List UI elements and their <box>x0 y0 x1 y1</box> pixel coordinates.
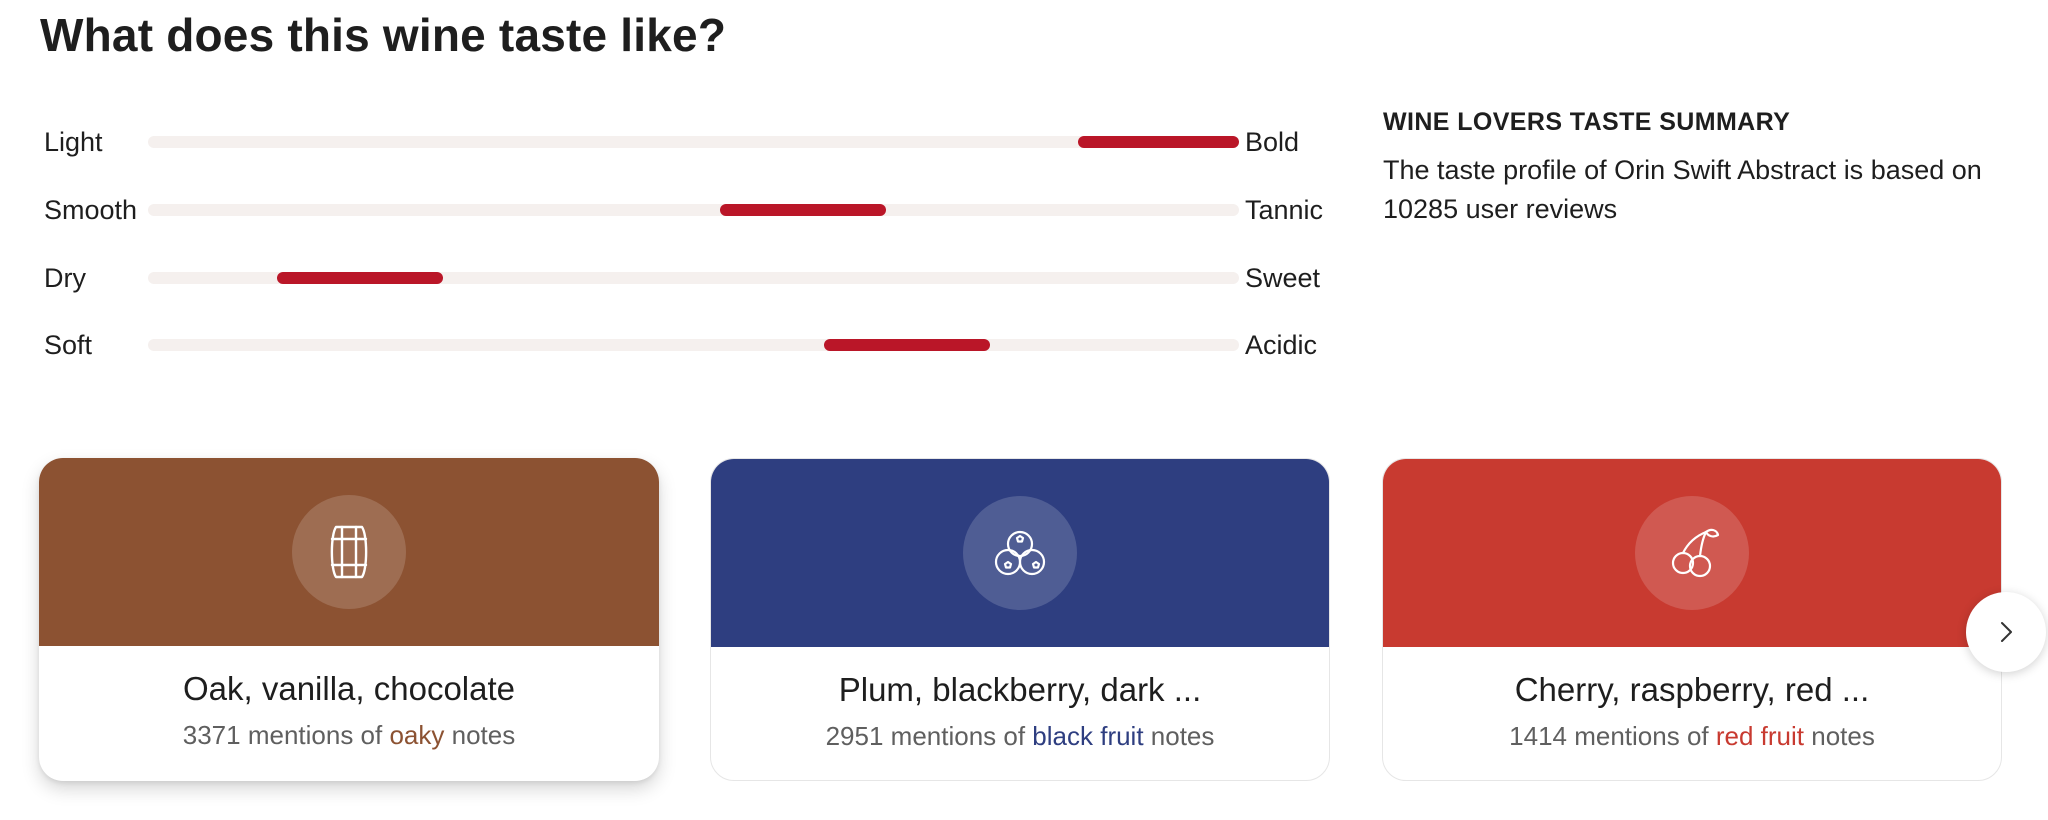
cherry-icon <box>1671 528 1720 578</box>
scale-row-dry-sweet: Dry Sweet <box>0 258 1340 298</box>
mention-count: 1414 <box>1509 721 1567 751</box>
card-banner <box>1383 459 2001 647</box>
card-mentions: 1414 mentions of red fruit notes <box>1383 721 2001 752</box>
scale-label-soft: Soft <box>44 330 93 360</box>
berries-icon <box>994 530 1046 576</box>
summary-text: The taste profile of Orin Swift Abstract… <box>1383 155 1982 224</box>
scale-track <box>148 136 1239 148</box>
scale-row-soft-acidic: Soft Acidic <box>0 325 1340 365</box>
mention-text: mentions of <box>883 721 1033 751</box>
summary-heading: WINE LOVERS TASTE SUMMARY <box>1383 108 1791 136</box>
scale-row-light-bold: Light Bold <box>0 122 1340 162</box>
scale-track <box>148 339 1239 351</box>
scale-label-bold: Bold <box>1245 127 1300 157</box>
scale-track <box>148 272 1239 284</box>
card-banner <box>39 458 659 646</box>
barrel-icon <box>330 525 368 579</box>
carousel-next-button[interactable] <box>1966 592 2046 672</box>
scale-label-sweet: Sweet <box>1245 263 1321 293</box>
scale-label-light: Light <box>44 127 103 157</box>
mention-text: mentions of <box>240 720 390 750</box>
mention-count: 2951 <box>825 721 884 751</box>
taste-scales: Light Bold Smooth Tannic Dry Sweet Soft … <box>0 0 1340 400</box>
mention-suffix: notes <box>1804 721 1875 751</box>
scale-label-smooth: Smooth <box>44 195 138 225</box>
card-title: Cherry, raspberry, red ... <box>1514 671 1870 708</box>
mention-suffix: notes <box>1143 721 1215 751</box>
flavor-card-red-fruit[interactable]: Cherry, raspberry, red ... 1414 mentions… <box>1382 458 2002 781</box>
taste-summary: WINE LOVERS TASTE SUMMARY The taste prof… <box>1383 108 1983 229</box>
card-mentions: 2951 mentions of black fruit notes <box>711 721 1329 752</box>
scale-indicator <box>824 339 991 351</box>
mention-count: 3371 <box>182 720 241 750</box>
scale-indicator <box>276 272 443 284</box>
chevron-right-icon <box>2001 622 2012 642</box>
card-title: Oak, vanilla, chocolate <box>182 670 515 707</box>
flavor-card-black-fruit[interactable]: Plum, blackberry, dark ... 2951 mentions… <box>710 458 1330 781</box>
mention-suffix: notes <box>444 720 516 750</box>
card-banner <box>711 459 1329 647</box>
card-keyword: oaky <box>389 720 445 750</box>
scale-row-smooth-tannic: Smooth Tannic <box>0 190 1340 230</box>
icon-circle <box>292 495 406 609</box>
scale-indicator <box>719 204 886 216</box>
card-mentions: 3371 mentions of oaky notes <box>39 720 659 751</box>
card-keyword: black fruit <box>1032 721 1144 751</box>
icon-circle <box>963 496 1077 610</box>
scale-label-acidic: Acidic <box>1245 330 1318 360</box>
page-title: What does this wine taste like? <box>40 9 727 61</box>
icon-circle <box>1635 496 1749 610</box>
flavor-card-oaky[interactable]: Oak, vanilla, chocolate 3371 mentions of… <box>39 458 659 781</box>
card-title: Plum, blackberry, dark ... <box>838 671 1202 708</box>
scale-track <box>148 204 1239 216</box>
mention-text: mentions of <box>1567 721 1716 751</box>
scale-label-dry: Dry <box>44 263 86 293</box>
scale-indicator <box>1077 136 1239 148</box>
card-keyword: red fruit <box>1715 721 1805 751</box>
scale-label-tannic: Tannic <box>1245 195 1324 225</box>
